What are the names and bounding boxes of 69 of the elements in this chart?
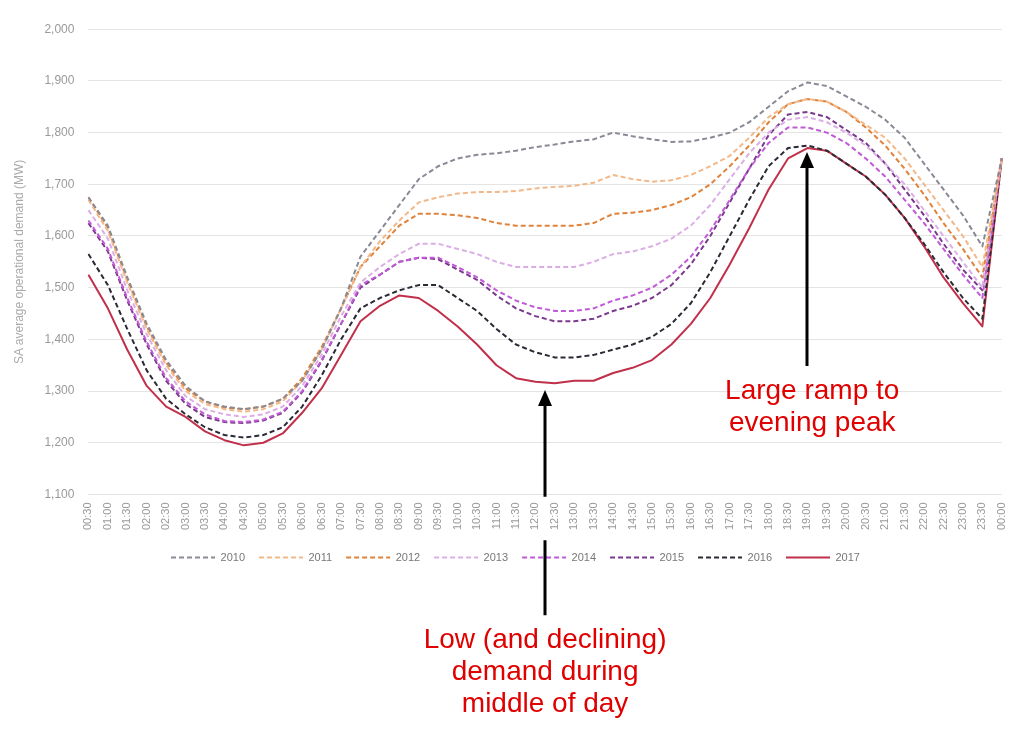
x-tick-label: 01:30 — [120, 502, 133, 530]
x-tick-label: 23:30 — [975, 502, 988, 530]
x-tick-label: 09:00 — [411, 502, 424, 530]
legend-label: 2010 — [220, 550, 246, 563]
text: Low (and declining) demand during middle of day — [422, 623, 668, 719]
x-tick-label: 19:30 — [819, 502, 832, 530]
x-tick-label: 02:00 — [139, 502, 152, 530]
y-tick-label: 1,800 — [44, 124, 75, 139]
x-tick-label: 12:30 — [547, 502, 560, 530]
x-tick-label: 04:30 — [236, 502, 249, 530]
x-tick-label: 21:00 — [878, 502, 891, 530]
x-tick-label: 06:30 — [314, 502, 327, 530]
legend-label: 2013 — [483, 550, 509, 563]
x-tick-label: 22:30 — [936, 502, 949, 530]
x-tick-label: 07:30 — [353, 502, 366, 530]
x-tick-label: 20:30 — [858, 502, 871, 530]
y-tick-label: 1,300 — [44, 383, 75, 398]
x-tick-label: 00:30 — [81, 502, 94, 530]
legend-label: 2012 — [395, 550, 421, 563]
x-tick-label: 12:00 — [528, 502, 541, 530]
y-tick-label: 2,000 — [44, 21, 75, 36]
x-tick-label: 09:30 — [431, 502, 444, 530]
y-tick-label: 1,100 — [44, 486, 75, 501]
legend-label: 2011 — [308, 550, 333, 563]
legend-label: 2016 — [747, 550, 773, 563]
x-tick-label: 15:00 — [645, 502, 658, 530]
legend-label: 2015 — [659, 550, 685, 563]
x-tick-label: 06:00 — [295, 502, 308, 530]
x-tick-label: 11:00 — [489, 502, 502, 530]
y-tick-label: 1,900 — [44, 73, 75, 88]
x-tick-label: 04:00 — [217, 502, 230, 530]
x-tick-label: 16:30 — [703, 502, 716, 530]
x-tick-label: 00:00 — [994, 502, 1007, 530]
x-tick-label: 20:00 — [839, 502, 852, 530]
x-tick-label: 17:30 — [742, 502, 755, 530]
x-tick-label: 05:30 — [275, 502, 288, 530]
x-tick-label: 10:30 — [470, 502, 483, 530]
x-tick-label: 15:30 — [664, 502, 677, 530]
x-tick-label: 14:30 — [625, 502, 638, 530]
legend-label: 2014 — [571, 550, 597, 563]
x-tick-label: 13:00 — [567, 502, 580, 530]
x-tick-label: 19:00 — [800, 502, 813, 530]
x-tick-label: 14:00 — [606, 502, 619, 530]
x-tick-label: 17:00 — [722, 502, 735, 530]
x-tick-label: 13:30 — [586, 502, 599, 530]
x-tick-label: 16:00 — [683, 502, 696, 530]
legend-label: 2017 — [835, 550, 860, 563]
x-tick-label: 08:00 — [372, 502, 385, 530]
y-tick-label: 1,400 — [44, 331, 75, 346]
y-axis-title: SA average operational demand (MW) — [11, 159, 26, 364]
x-tick-label: 23:00 — [955, 502, 968, 530]
x-tick-label: 18:30 — [781, 502, 794, 530]
x-tick-label: 03:30 — [198, 502, 211, 530]
y-tick-label: 1,200 — [44, 435, 75, 450]
annotation: Large ramp to evening peak — [724, 374, 901, 439]
x-tick-label: 05:00 — [256, 502, 269, 530]
x-tick-label: 11:30 — [509, 502, 521, 530]
x-tick-label: 08:30 — [392, 502, 405, 530]
x-tick-label: 10:00 — [450, 502, 463, 530]
x-tick-label: 22:00 — [917, 502, 930, 530]
y-tick-label: 1,500 — [44, 280, 75, 294]
x-tick-label: 18:00 — [761, 502, 774, 530]
y-tick-label: 1,600 — [44, 228, 75, 243]
x-tick-label: 21:30 — [897, 502, 910, 530]
x-tick-label: 01:00 — [100, 502, 113, 530]
x-tick-label: 07:00 — [334, 502, 347, 530]
y-tick-label: 1,700 — [44, 176, 75, 191]
x-tick-label: 02:30 — [159, 502, 172, 530]
x-tick-label: 03:00 — [178, 502, 191, 530]
